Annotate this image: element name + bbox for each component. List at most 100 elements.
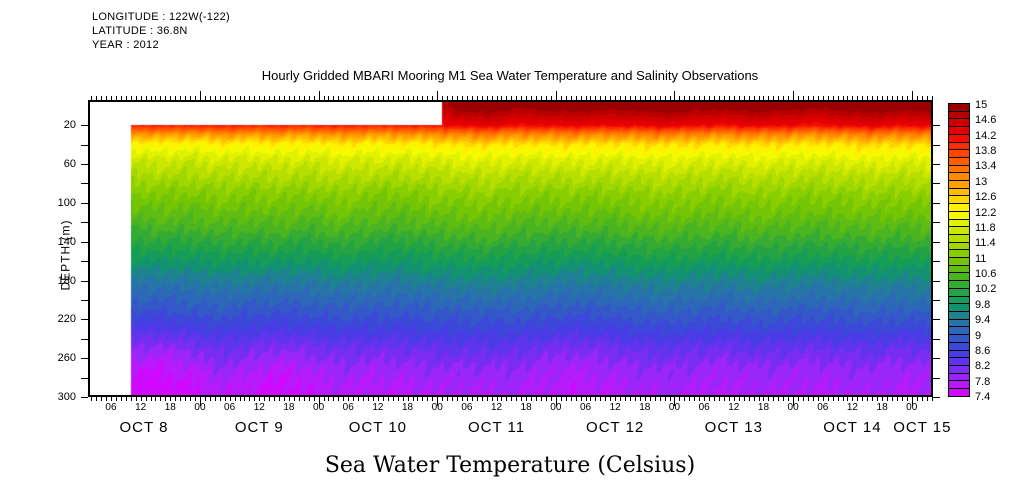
axis-tick (759, 96, 760, 100)
colorbar-tick-label: 13.8 (975, 145, 997, 158)
colorbar-segment (949, 234, 969, 243)
day-label: OCT 15 (893, 419, 952, 436)
axis-tick (190, 397, 191, 401)
hour-tick-label: 00 (431, 402, 443, 413)
axis-tick (773, 96, 774, 100)
axis-tick (600, 397, 601, 401)
axis-tick (348, 96, 349, 100)
colorbar-segment (949, 219, 969, 228)
axis-tick (358, 96, 359, 100)
colorbar-tick-label: 10.2 (975, 283, 997, 296)
axis-tick (353, 96, 354, 100)
colorbar-segment (949, 265, 969, 274)
axis-tick (872, 397, 873, 401)
axis-tick (432, 96, 433, 100)
axis-tick (615, 96, 616, 100)
axis-tick (660, 397, 661, 401)
axis-tick (862, 397, 863, 401)
axis-tick (679, 96, 680, 100)
axis-tick (447, 397, 448, 401)
axis-tick (333, 96, 334, 100)
axis-tick (383, 96, 384, 100)
axis-tick (922, 397, 923, 401)
colorbar-segment (949, 258, 969, 266)
axis-tick (620, 397, 621, 401)
axis-tick (684, 397, 685, 401)
axis-tick (590, 96, 591, 100)
colorbar-segment (949, 288, 969, 297)
depth-tick-label: 140 (57, 235, 76, 248)
axis-tick (729, 96, 730, 100)
axis-tick (452, 96, 453, 100)
colorbar-tick-label: 7.8 (975, 375, 991, 388)
axis-tick (813, 397, 814, 401)
axis-tick (541, 397, 542, 401)
colorbar-segment (949, 150, 969, 158)
axis-tick (818, 397, 819, 401)
axis-tick (650, 397, 651, 401)
axis-tick (852, 397, 853, 401)
axis-tick (699, 96, 700, 100)
hour-tick-label: 12 (490, 402, 503, 413)
hour-tick-label: 18 (402, 402, 414, 413)
axis-tick (215, 96, 216, 100)
axis-tick (81, 242, 88, 243)
axis-tick (249, 96, 250, 100)
axis-tick (205, 397, 206, 401)
axis-tick (230, 96, 231, 100)
colorbar-segment (949, 389, 969, 396)
axis-tick (235, 96, 236, 100)
axis-tick (81, 378, 88, 379)
axis-tick (768, 397, 769, 401)
axis-tick (912, 91, 913, 100)
axis-tick (933, 261, 940, 262)
axis-tick (175, 96, 176, 100)
axis-tick (615, 397, 616, 401)
axis-tick (674, 91, 675, 100)
axis-tick (882, 397, 883, 401)
axis-tick (660, 96, 661, 100)
axis-tick (595, 96, 596, 100)
axis-tick (422, 397, 423, 401)
axis-tick (96, 397, 97, 401)
colorbar-segment (949, 196, 969, 205)
axis-tick (299, 397, 300, 401)
axis-tick (106, 397, 107, 401)
axis-tick (506, 397, 507, 401)
axis-tick (729, 397, 730, 401)
axis-tick (536, 96, 537, 100)
hour-tick-label: 18 (639, 402, 651, 413)
colorbar-segment (949, 319, 969, 328)
axis-tick (734, 397, 735, 401)
axis-tick (294, 96, 295, 100)
axis-tick (457, 397, 458, 401)
axis-tick (605, 96, 606, 100)
axis-tick (768, 96, 769, 100)
colorbar-segment (949, 104, 969, 112)
axis-tick (279, 397, 280, 401)
axis-tick (81, 125, 88, 126)
axis-tick (665, 96, 666, 100)
axis-tick (744, 397, 745, 401)
axis-tick (640, 96, 641, 100)
axis-tick (818, 96, 819, 100)
axis-tick (689, 397, 690, 401)
colorbar-tick-label: 10.6 (975, 268, 997, 281)
axis-tick (927, 96, 928, 100)
axis-tick (170, 397, 171, 401)
colorbar-segment (949, 250, 969, 259)
axis-tick (501, 397, 502, 401)
axis-tick (902, 397, 903, 401)
axis-tick (413, 397, 414, 401)
colorbar-tick-label: 12.6 (975, 191, 997, 204)
axis-tick (284, 397, 285, 401)
axis-tick (388, 397, 389, 401)
axis-tick (368, 397, 369, 401)
colorbar-segment (949, 242, 969, 251)
hour-tick-label: 18 (283, 402, 295, 413)
axis-tick (734, 96, 735, 100)
axis-tick (699, 397, 700, 401)
axis-tick (215, 397, 216, 401)
axis-tick (457, 96, 458, 100)
axis-tick (81, 145, 88, 146)
